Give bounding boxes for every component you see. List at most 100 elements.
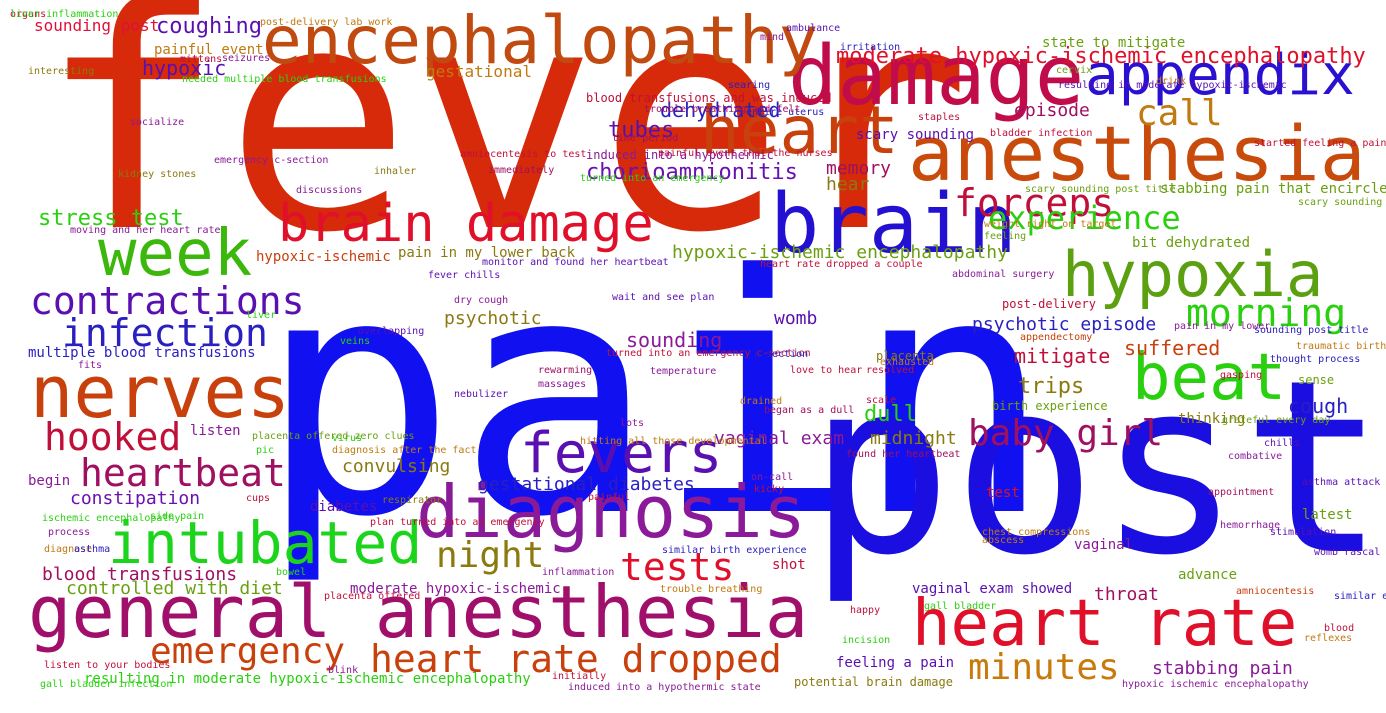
word-encephalopathy: encephalopathy (262, 2, 819, 79)
word-happy: happy (850, 605, 881, 616)
word-placenta-offered-zero-clues: placenta offered zero clues (252, 431, 415, 442)
word-c-section: c-section (754, 349, 809, 360)
word-beat: beat (1132, 341, 1287, 415)
word-suffered: suffered (1124, 336, 1221, 360)
word-womb-rascal: womb rascal (1314, 547, 1381, 558)
word-appendectomy: appendectomy (1020, 332, 1093, 343)
word-infection: infection (62, 311, 268, 355)
word-week: week (98, 217, 253, 291)
word-heart-rate: heart rate (912, 587, 1298, 661)
word-lots: lots (620, 418, 645, 429)
word-gall-bladder: gall bladder (924, 601, 997, 612)
word-overlapping: overlapping (358, 326, 425, 337)
word-resulting-in-moderate-hypoxic-ischemic-encephalopathy: resulting in moderate hypoxic-ischemic e… (84, 671, 531, 687)
word-induced-into-a-hypothermic-state: induced into a hypothermic state (568, 682, 761, 693)
word-drained: drained (740, 396, 783, 407)
word-hear: hear (826, 174, 870, 195)
word-grateful-every-day: grateful every day (1222, 415, 1331, 426)
word-appointment: appointment (1208, 487, 1275, 498)
word-placenta-offered: placenta offered (324, 591, 421, 602)
word-pain: pain (258, 205, 1053, 589)
word-pain-in-my-lower: pain in my lower (1174, 321, 1271, 332)
word-post-delivery: post-delivery (1002, 297, 1096, 311)
word-entire-uterus: entire uterus (746, 107, 825, 118)
word-diabetes: diabetes (310, 499, 378, 515)
word-nerves: nerves (30, 350, 291, 434)
word-stabbing-pain-that-encircled: stabbing pain that encircled (1160, 181, 1386, 197)
word-fevers: fevers (520, 421, 723, 486)
word-heart-rate-dropped-a-couple: heart rate dropped a couple (760, 259, 923, 270)
word-state-to-mitigate: state to mitigate (1042, 35, 1186, 51)
word-veins: veins (340, 336, 371, 347)
word-begin: begin (28, 473, 71, 489)
word-rewarming: rewarming (538, 365, 593, 376)
word-kicky: kicky (754, 484, 785, 495)
word-birth-experience: birth experience (992, 399, 1108, 413)
word-vaginal-exam-showed: vaginal exam showed (912, 581, 1073, 597)
word-turned-into-an-emergency-c-section: turned into an emergency c-section (606, 348, 811, 359)
word-brain-damage: brain damage (278, 194, 654, 254)
word-chills: chills (1264, 438, 1301, 449)
word-inhaler: inhaler (374, 166, 417, 177)
word-found-her-heartbeat: found her heartbeat (846, 449, 961, 460)
word-placenta: placenta (876, 349, 934, 363)
word-psychotic: psychotic (444, 308, 542, 329)
word-painful-event-that-the-nurses: painful event that the nurses (658, 148, 833, 159)
word-stabbing-pain: stabbing pain (1152, 658, 1293, 679)
word-on-call: on-call (751, 472, 794, 483)
word-hypoxic-ischemic: hypoxic-ischemic (256, 249, 391, 265)
word-hypoxia: hypoxia (1062, 238, 1324, 311)
word-initially: initially (552, 671, 607, 682)
word-contractions: contractions (30, 279, 305, 323)
word-gestational: gestational (426, 62, 532, 81)
word-hemorrhage: hemorrhage (1220, 520, 1281, 531)
word-baby-girl: baby girl (968, 413, 1164, 454)
word-feeling: feeling (984, 231, 1027, 242)
word-latest: latest (1302, 507, 1353, 523)
word-drink: drink (1156, 76, 1187, 87)
word-temperature: temperature (650, 366, 717, 377)
word-listen: listen (190, 423, 241, 439)
word-turned-into-an-emergency: turned into an emergency (580, 173, 725, 184)
word-resulting-in-moderate-hypoxic-ischemic: resulting in moderate hypoxic-ischemic (1058, 80, 1287, 91)
word-wait-and-see-plan: wait and see plan (612, 292, 715, 303)
word-gestational-diabetes: gestational diabetes (478, 474, 695, 495)
word-blood-transfusions: blood transfusions (42, 564, 238, 585)
word-abscess: abscess (982, 535, 1025, 546)
word-diagnosis: diagnosis (416, 470, 807, 554)
word-started-feeling-a-pain: started feeling a pain (1254, 138, 1386, 149)
word-constipation: constipation (70, 488, 201, 509)
word-combative: combative (1228, 451, 1283, 462)
word-kidney-stones: kidney stones (118, 169, 197, 180)
word-scary-sounding-post-title: scary sounding post title (1025, 184, 1176, 195)
word-side-pain: side pain (150, 511, 205, 522)
word-thinking: thinking (1178, 411, 1246, 427)
word-call: call (1136, 93, 1223, 134)
word-convulsing: convulsing (342, 456, 451, 477)
word-vaginal-exam: vaginal exam (714, 428, 845, 449)
word-socialize: socialize (130, 117, 185, 128)
word-love-to-hear: love to hear (790, 365, 863, 376)
word-sense: sense (1298, 373, 1335, 387)
word-moderate-hypoxic-ischemic: moderate hypoxic-ischemic (350, 581, 561, 597)
word-trouble-breathing: trouble breathing (660, 584, 763, 595)
word-reflexes: reflexes (1304, 633, 1353, 644)
word-moderate-hypoxic-ischemic-encephalopathy: moderate hypoxic-ischemic encephalopathy (836, 44, 1366, 69)
word-plan-turned-into-an-emergency: plan turned into an emergency (370, 517, 545, 528)
word-painful-event: painful event (154, 42, 264, 58)
word-seizures: seizures (222, 53, 271, 64)
word-fever-chills: fever chills (428, 270, 501, 281)
word-episode: episode (1014, 100, 1090, 121)
word-cervix: cervix (1056, 65, 1093, 76)
word-bowel: bowel (276, 567, 307, 578)
word-emergency-c-section: emergency c-section (214, 155, 329, 166)
word-amniocentesis-to-test: amniocentesis to test (460, 149, 587, 160)
word-dry-cough: dry cough (454, 295, 509, 306)
word-scary-sounding: scary sounding (856, 127, 975, 143)
word-night: night (436, 535, 545, 576)
word-sounding: sounding (626, 328, 723, 352)
word-hooked: hooked (44, 415, 182, 459)
word-potential-brain-damage: potential brain damage (794, 675, 953, 689)
word-exhausted: exhausted (880, 357, 935, 368)
word-asthma: asthma (74, 544, 111, 555)
